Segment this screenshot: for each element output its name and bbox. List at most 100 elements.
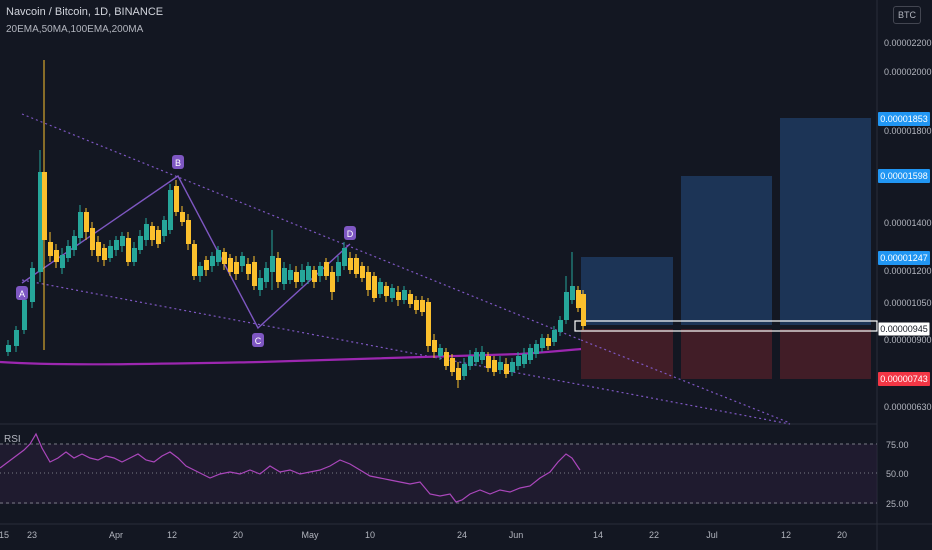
time-tick: 10: [365, 530, 375, 540]
time-tick: 23: [27, 530, 37, 540]
candle-body: [312, 270, 317, 282]
price-tick: 0.00002200: [884, 38, 932, 48]
candle-body: [216, 250, 221, 262]
candle-body: [78, 212, 83, 238]
time-tick: Jul: [706, 530, 718, 540]
candle-body: [120, 236, 125, 246]
candle-body: [318, 266, 323, 276]
candle-body: [570, 286, 575, 300]
rsi-tick: 25.00: [886, 499, 909, 509]
candle-body: [168, 190, 173, 230]
candle-body: [132, 248, 137, 262]
rsi-tick: 75.00: [886, 440, 909, 450]
candle-body: [144, 224, 149, 240]
candle-body: [198, 266, 203, 276]
candle-body: [294, 272, 299, 282]
time-tick: 12: [167, 530, 177, 540]
candle-body: [288, 270, 293, 280]
candle-body: [156, 230, 161, 244]
candle-body: [270, 256, 275, 272]
rsi-label: RSI: [4, 434, 21, 445]
price-tick: 0.00000900: [884, 335, 932, 345]
time-tick: 12: [781, 530, 791, 540]
price-badge-label: 0.00001853: [880, 114, 928, 124]
price-badge-label: 0.00001598: [880, 171, 928, 181]
candle-body: [138, 236, 143, 250]
currency-button[interactable]: BTC: [893, 6, 921, 24]
candle-body: [300, 270, 305, 282]
price-badge: [878, 372, 930, 386]
candle-body: [258, 278, 263, 290]
candle-body: [522, 354, 527, 364]
candle-body: [438, 348, 443, 356]
rsi-line: [0, 432, 581, 503]
candle-body: [480, 352, 485, 360]
candle-body: [348, 258, 353, 270]
price-badge: [877, 321, 931, 337]
candle-body: [282, 268, 287, 284]
candle-body: [408, 294, 413, 304]
candle-body: [174, 186, 179, 212]
candle-body: [426, 302, 431, 346]
time-tick: 14: [593, 530, 603, 540]
candle-body: [558, 320, 563, 332]
time-tick: 22: [649, 530, 659, 540]
candle-body: [474, 352, 479, 362]
price-tick: 0.00002000: [884, 67, 932, 77]
candle-body: [42, 172, 47, 240]
candle-body: [432, 340, 437, 352]
price-badge: [878, 251, 930, 265]
pattern-point-c: C: [255, 336, 262, 346]
candle-body: [90, 228, 95, 250]
candle-body: [22, 300, 27, 330]
candle-body: [234, 262, 239, 274]
pattern-point-a-badge: [16, 286, 28, 300]
candle-body: [516, 356, 521, 366]
candle-body: [486, 356, 491, 368]
candle-body: [276, 258, 281, 282]
stop-zone: [581, 329, 673, 379]
candle-body: [444, 352, 449, 366]
time-tick: May: [301, 530, 319, 540]
candle-body: [540, 338, 545, 348]
candle-body: [48, 242, 53, 256]
candle-body: [510, 362, 515, 372]
entry-line: [574, 320, 878, 332]
candle-body: [336, 262, 341, 276]
time-tick: Apr: [109, 530, 123, 540]
candle-body: [6, 345, 11, 352]
candle-body: [324, 262, 329, 276]
candle-body: [66, 246, 71, 258]
candle-body: [14, 330, 19, 346]
candle-body: [264, 268, 269, 282]
candle-body: [456, 368, 461, 380]
candle-body: [114, 240, 119, 250]
candle-body: [534, 344, 539, 354]
candle-body: [504, 364, 509, 374]
candle-body: [228, 258, 233, 272]
candle-body: [378, 282, 383, 294]
target-zone: [780, 118, 871, 325]
candle-body: [330, 272, 335, 292]
candle-body: [414, 300, 419, 310]
candle-body: [102, 248, 107, 260]
pattern-point-b-badge: [172, 155, 184, 169]
price-tick: 0.00001200: [884, 266, 932, 276]
pattern-point-a: A: [19, 289, 25, 299]
stop-zone: [780, 329, 871, 379]
candle-body: [360, 266, 365, 278]
symbol-title[interactable]: Navcoin / Bitcoin, 1D, BINANCE: [6, 6, 164, 18]
indicators-legend[interactable]: 20EMA,50MA,100EMA,200MA: [6, 24, 144, 35]
candle-body: [246, 264, 251, 274]
candle-body: [450, 358, 455, 372]
candle-body: [306, 266, 311, 280]
price-tick: 0.00001800: [884, 126, 932, 136]
candle-body: [38, 172, 43, 272]
candle-body: [396, 292, 401, 300]
candle-body: [581, 294, 586, 326]
candle-body: [366, 272, 371, 290]
pattern-point-d: D: [347, 229, 354, 239]
candle-body: [384, 286, 389, 296]
candle-body: [126, 238, 131, 262]
